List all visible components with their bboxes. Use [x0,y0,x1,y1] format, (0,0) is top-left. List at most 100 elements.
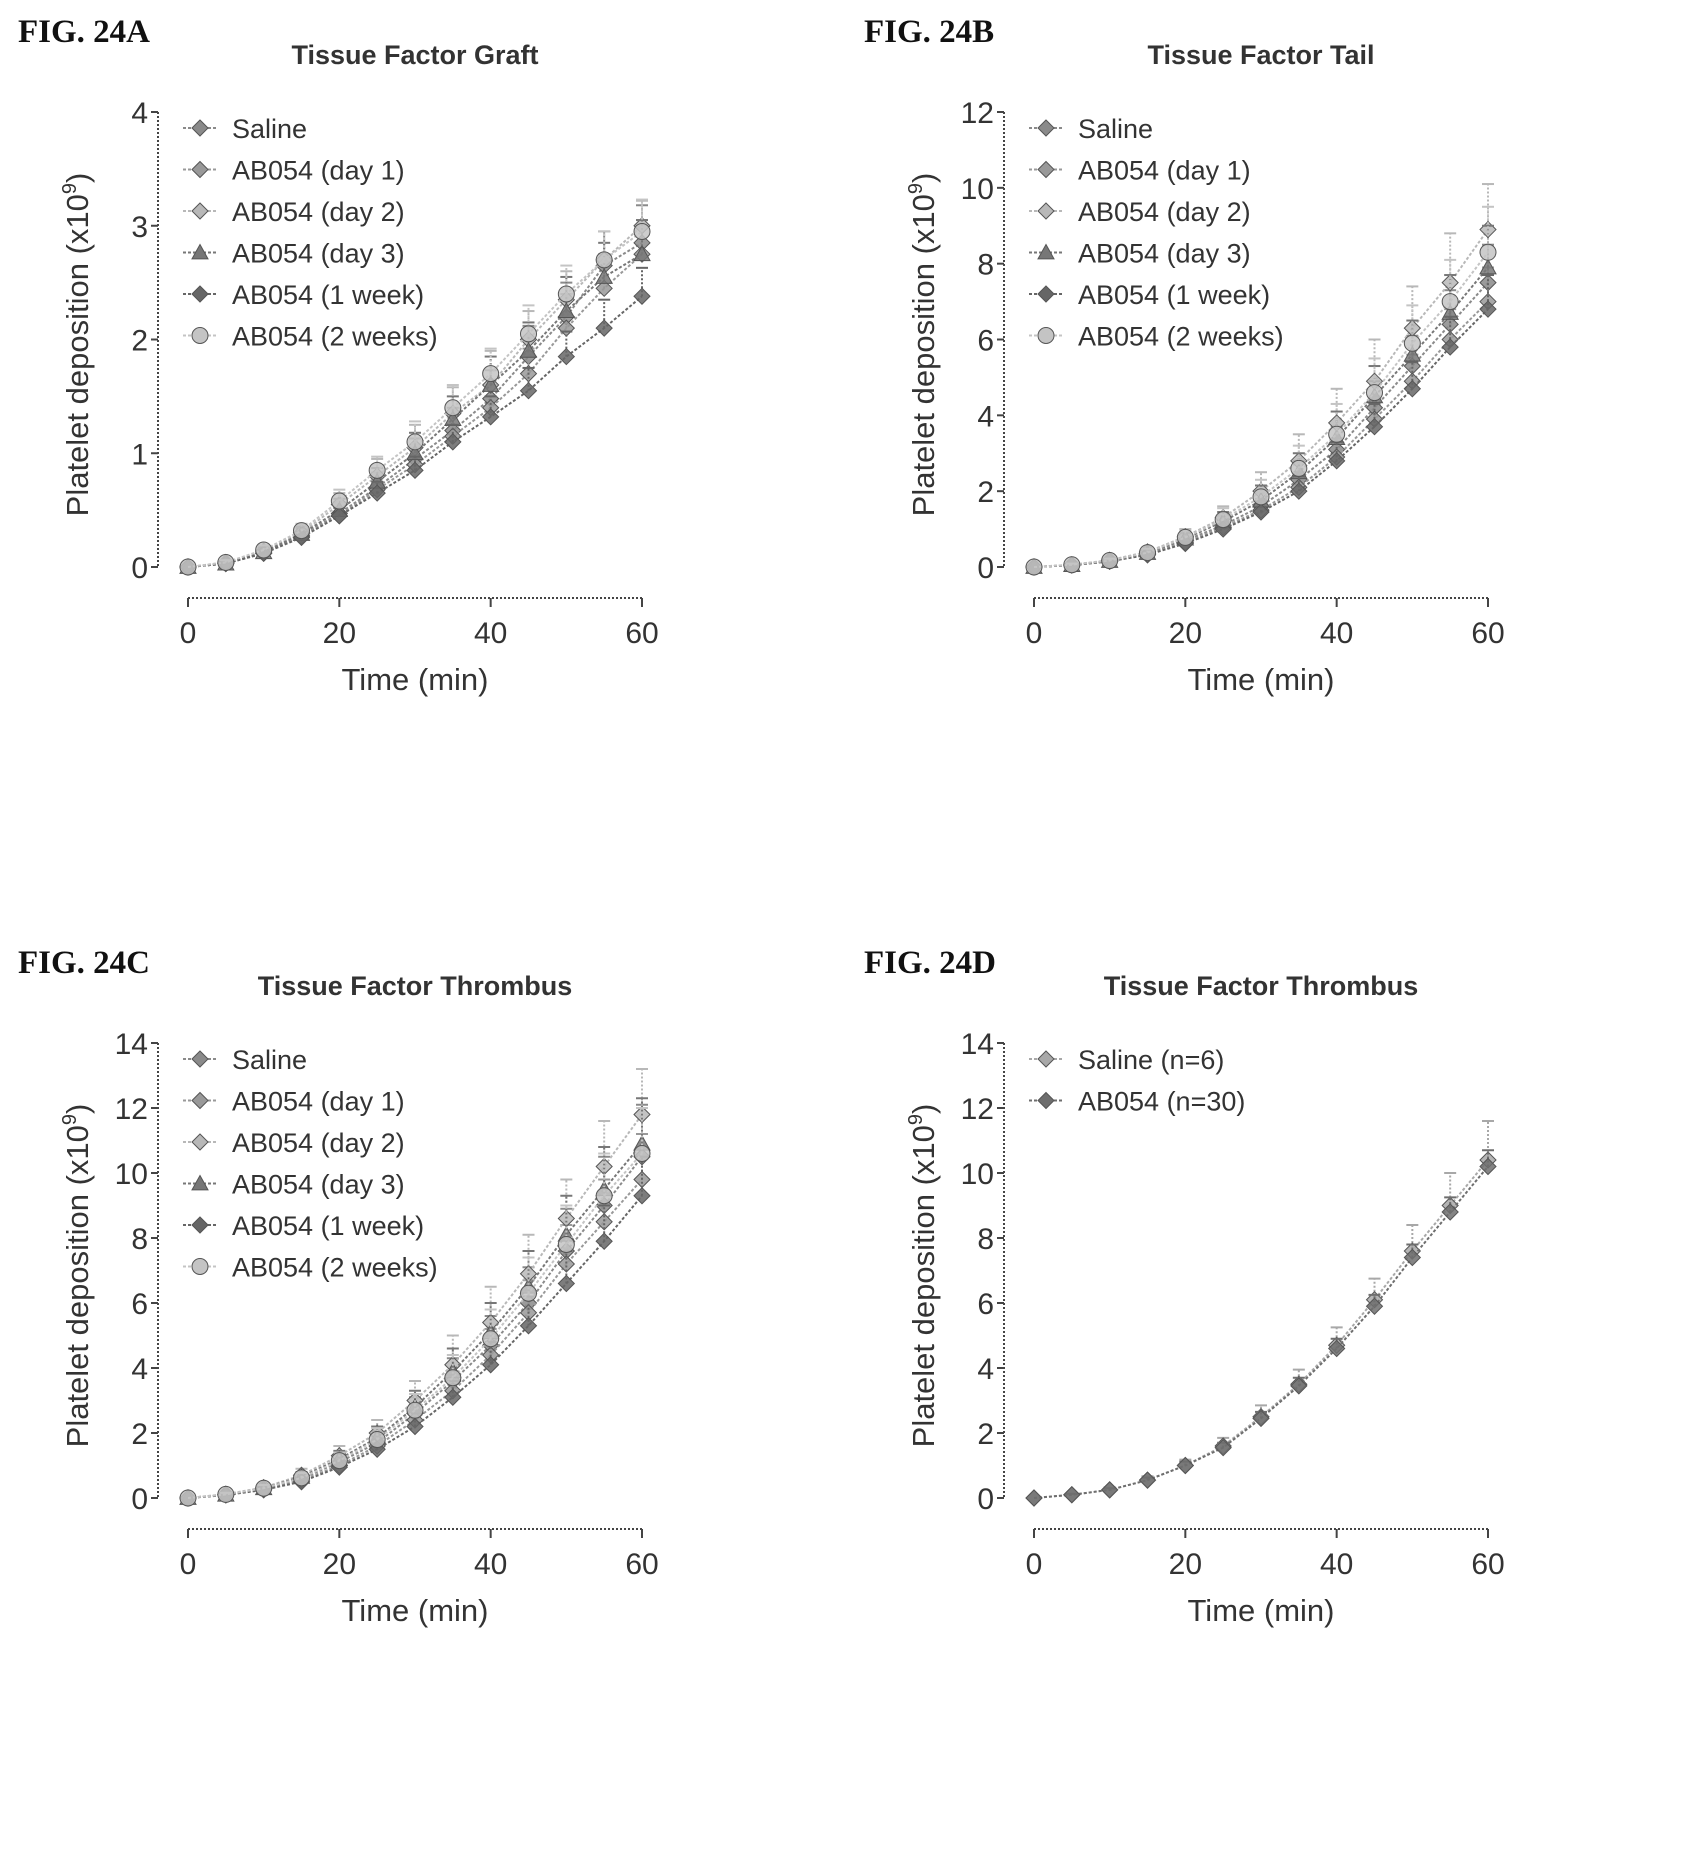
legend-marker [191,160,209,179]
data-point [368,461,386,479]
legend-marker [191,1091,209,1110]
data-point [633,1187,651,1205]
series-4 [179,219,651,574]
data-point [1441,273,1459,292]
legend-marker [191,202,209,220]
data-point [1138,1471,1157,1489]
y-tick-label: 0 [131,552,148,585]
data-point [179,558,197,576]
data-point [330,1452,348,1470]
data-point [1327,1339,1346,1358]
y-tick-label: 4 [977,400,994,433]
figure-label: FIG. 24B [864,14,994,50]
legend-marker [1037,119,1055,137]
legend-marker [191,1133,209,1151]
series-1 [179,1103,651,1507]
series-1 [1025,1120,1497,1507]
data-point [1176,1456,1195,1475]
data-point [330,492,348,510]
data-point [633,287,651,305]
legend-label: Saline [232,114,307,144]
data-point [1176,529,1194,546]
chart-title: Tissue Factor Thrombus [258,971,573,1001]
y-axis-label-close: ) [906,173,941,183]
series-6 [1025,205,1497,576]
x-tick-label: 20 [323,1548,356,1581]
data-point [481,1356,500,1374]
x-axis-label: Time (min) [342,662,489,697]
series-line [187,225,643,568]
legend-label: AB054 (2 weeks) [1078,322,1284,352]
x-axis-label: Time (min) [1188,662,1335,697]
y-axis-label: Platelet deposition (x109) [905,1104,941,1448]
data-point [1327,452,1346,470]
series-2 [179,219,651,576]
legend-label: AB054 (day 2) [232,1128,405,1158]
data-point [481,408,500,426]
y-axis-label-text: Platelet deposition (x10 [60,1125,95,1447]
data-point [1365,384,1384,402]
y-axis-label-exponent: 9 [59,183,81,194]
data-point [1365,418,1384,436]
data-point [1403,345,1422,362]
data-point [482,365,500,383]
data-point [406,433,424,451]
data-point [1214,1438,1232,1457]
series-line [1033,266,1489,568]
y-axis-label-text: Platelet deposition (x10 [906,1125,941,1447]
data-point [368,1431,386,1448]
y-axis-label-close: ) [60,1104,95,1114]
chart-title: Tissue Factor Thrombus [1104,971,1419,1001]
x-tick-label: 0 [1026,617,1043,650]
legend-label: AB054 (1 week) [232,280,424,310]
x-tick-label: 40 [474,617,507,650]
data-point [595,319,613,337]
data-point [368,484,386,502]
legend-marker [1037,202,1055,220]
data-point [1290,1377,1308,1395]
series-line [1033,1165,1489,1499]
legend-label: AB054 (2 weeks) [232,1253,438,1283]
data-point [1365,1297,1384,1315]
data-point [1441,1203,1459,1221]
data-point [1479,1157,1497,1176]
data-point [255,1479,273,1497]
data-point [557,1274,576,1293]
data-point [1252,1409,1270,1428]
y-axis-label-text: Platelet deposition (x10 [906,194,941,516]
data-point [557,1236,575,1253]
data-point [1063,556,1081,574]
series-line [187,1152,643,1499]
data-point [1252,503,1270,521]
legend-marker [191,119,209,137]
y-tick-label: 1 [131,438,148,471]
y-tick-label: 10 [961,1158,994,1191]
data-point [481,375,500,392]
legend-label: AB054 (day 3) [232,1170,405,1200]
y-tick-label: 12 [961,97,994,130]
y-tick-label: 2 [977,1418,994,1451]
legend-marker [191,1174,209,1191]
data-point [330,507,349,525]
data-point [633,223,651,240]
x-tick-label: 20 [1169,617,1202,650]
y-tick-label: 4 [131,97,148,130]
data-point [595,267,614,284]
y-tick-label: 4 [977,1353,994,1386]
legend-label: AB054 (1 week) [1078,280,1270,310]
data-point [595,279,613,298]
legend-marker [191,285,209,303]
series-line [1033,1159,1489,1499]
data-point [1479,273,1497,292]
y-axis-label-exponent: 9 [905,1114,927,1125]
data-point [1252,488,1270,506]
y-tick-label: 6 [131,1288,148,1321]
data-point [633,245,651,262]
data-point [1328,425,1346,443]
data-point [1025,558,1043,576]
x-tick-label: 40 [1320,1548,1353,1581]
data-point [406,461,424,480]
x-tick-label: 20 [323,617,356,650]
data-point [557,302,576,318]
data-point [1403,334,1421,352]
